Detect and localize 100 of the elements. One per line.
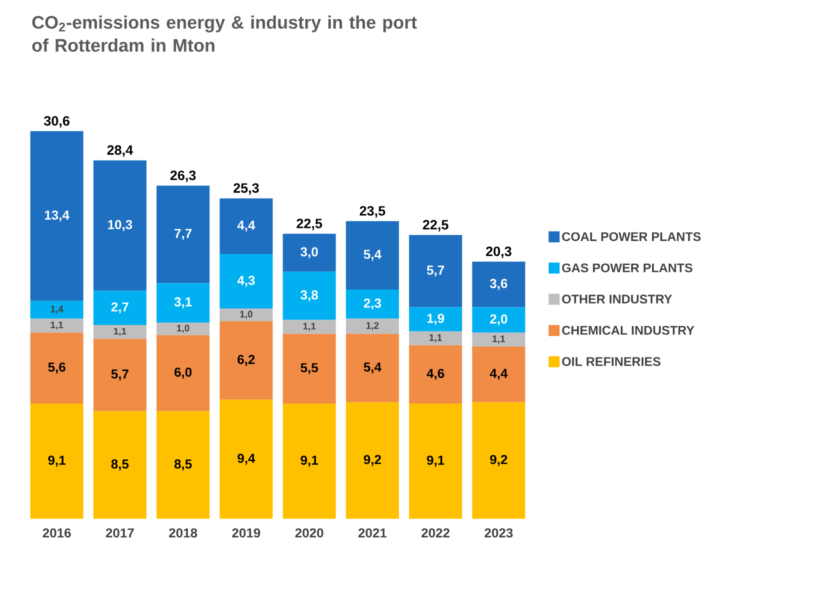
bar xyxy=(156,283,210,322)
bar xyxy=(409,307,462,332)
x-tick-label: 2021 xyxy=(358,528,387,538)
data-label: 5,4 xyxy=(364,250,382,261)
data-label: 10,3 xyxy=(108,220,132,232)
bar xyxy=(346,221,399,290)
bar xyxy=(220,254,273,309)
bar xyxy=(220,321,273,400)
bar xyxy=(282,334,336,404)
x-tick-label: 2023 xyxy=(484,528,513,538)
data-label: 4,6 xyxy=(426,368,444,380)
x-tick-label: 2020 xyxy=(295,528,324,538)
bar xyxy=(409,235,462,308)
data-label: 9,1 xyxy=(426,456,444,467)
bar xyxy=(30,300,84,319)
bar xyxy=(346,290,399,319)
data-label: 1,1 xyxy=(303,322,316,331)
bar xyxy=(93,290,146,325)
data-label: 9,4 xyxy=(238,454,256,465)
data-label: 5,4 xyxy=(364,362,382,374)
total-label: 22,5 xyxy=(296,218,322,230)
data-label: 5,7 xyxy=(111,370,128,380)
data-label: 1,2 xyxy=(366,322,379,330)
data-label: 3,6 xyxy=(490,278,508,290)
bar xyxy=(282,404,336,519)
bar xyxy=(346,318,399,334)
data-label: 9,2 xyxy=(364,454,381,466)
bar xyxy=(220,308,273,322)
bar xyxy=(30,332,84,404)
bar xyxy=(409,331,462,346)
x-tick-label: 2018 xyxy=(169,528,198,538)
chart-title: CO$_{2}$-emissions energy & industry in the port of Rotterdam in Mton xyxy=(32,16,417,52)
data-label: 8,5 xyxy=(111,459,129,470)
data-label: 4,3 xyxy=(237,276,255,287)
x-tick-label: 2022 xyxy=(422,528,450,538)
bar xyxy=(30,404,84,519)
data-label: 9,1 xyxy=(300,456,318,467)
bar xyxy=(220,400,273,519)
x-tick-label: 2017 xyxy=(106,528,134,538)
total-label: 26,3 xyxy=(170,170,196,182)
total-label: 23,5 xyxy=(360,206,386,218)
data-label: 4,4 xyxy=(490,368,508,380)
data-label: 1,0 xyxy=(177,324,190,333)
bar xyxy=(282,272,336,320)
bar xyxy=(346,402,399,519)
data-label: 1,1 xyxy=(114,328,126,336)
legend-label: GAS POWER PLANTS xyxy=(562,263,692,272)
data-label: 2,0 xyxy=(490,314,508,326)
data-label: 9,2 xyxy=(490,454,508,466)
legend-label: COAL POWER PLANTS xyxy=(562,232,701,242)
data-label: 6,0 xyxy=(174,368,192,379)
total-label: 22,5 xyxy=(422,220,448,232)
bar xyxy=(220,198,273,254)
legend-label: OIL REFINERIES xyxy=(562,357,660,366)
bar xyxy=(472,332,526,347)
bar xyxy=(472,262,526,308)
data-label: 7,7 xyxy=(174,228,192,240)
data-label: 3,8 xyxy=(300,290,318,302)
bar xyxy=(472,307,526,333)
data-label: 3,0 xyxy=(300,247,318,258)
bar xyxy=(472,402,526,519)
x-tick-label: 2019 xyxy=(232,528,260,538)
data-label: 5,7 xyxy=(426,266,444,277)
bar xyxy=(156,335,210,412)
data-label: 8,5 xyxy=(174,459,192,470)
bar xyxy=(156,322,210,336)
legend-label: CHEMICAL INDUSTRY xyxy=(562,326,694,335)
bar xyxy=(409,345,462,404)
bar xyxy=(409,404,462,519)
data-label: 1,1 xyxy=(50,322,64,330)
data-label: 1,0 xyxy=(240,310,252,319)
total-label: 30,6 xyxy=(44,116,70,128)
x-tick-label: 2016 xyxy=(42,528,71,538)
data-label: 9,1 xyxy=(48,456,66,467)
data-label: 3,1 xyxy=(174,297,192,308)
data-label: 1,1 xyxy=(492,336,506,344)
bar xyxy=(93,324,146,339)
bar xyxy=(282,320,336,334)
data-label: 1,9 xyxy=(427,314,444,325)
data-label: 2,7 xyxy=(111,302,128,314)
data-label: 4,4 xyxy=(237,220,256,232)
data-label: 1,4 xyxy=(50,306,64,314)
data-label: 5,6 xyxy=(48,362,66,374)
bar xyxy=(93,160,146,291)
total-label: 25,3 xyxy=(234,183,259,195)
bar xyxy=(156,186,210,284)
data-label: 6,2 xyxy=(238,354,255,366)
bar xyxy=(156,411,210,519)
data-label: 1,1 xyxy=(430,334,442,342)
bar xyxy=(30,131,84,301)
bar xyxy=(93,338,146,412)
legend-label: OTHER INDUSTRY xyxy=(562,294,672,304)
data-label: 13,4 xyxy=(44,210,70,222)
data-label: 5,5 xyxy=(300,363,318,374)
bar xyxy=(282,234,336,272)
bar xyxy=(93,411,146,519)
total-label: 20,3 xyxy=(486,246,512,258)
bar xyxy=(472,346,526,402)
data-label: 2,3 xyxy=(364,298,382,310)
bar xyxy=(30,318,84,333)
